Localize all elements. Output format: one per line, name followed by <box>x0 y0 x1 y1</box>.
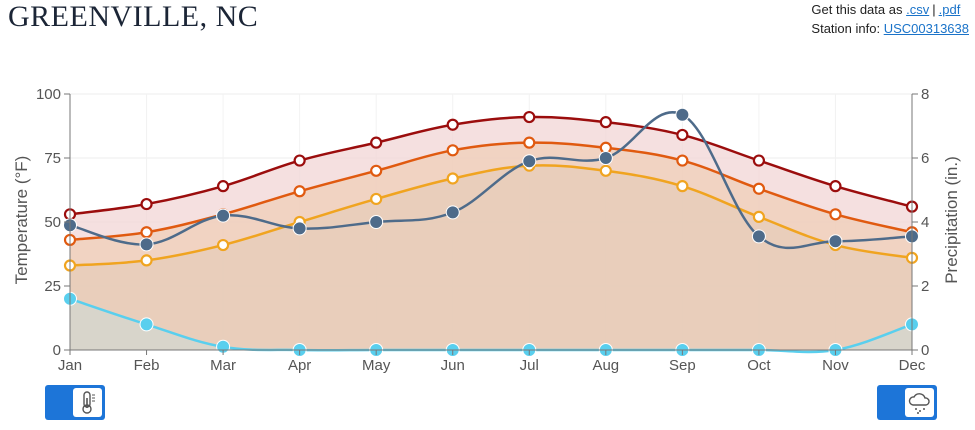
max-temperature-point-oct <box>752 154 766 167</box>
precipitation-point-mar <box>216 208 231 223</box>
download-prefix: Get this data as <box>811 2 903 17</box>
right-tick-label: 2 <box>921 278 929 295</box>
station-id-link[interactable]: USC00313638 <box>883 21 969 36</box>
x-tick-label: Dec <box>899 357 926 374</box>
x-tick-label: Jun <box>441 357 465 374</box>
right-tick-label: 6 <box>921 150 929 167</box>
left-tick-label: 0 <box>53 342 61 359</box>
station-prefix: Station info: <box>811 21 881 36</box>
link-separator: | <box>932 2 936 17</box>
x-tick-label: Aug <box>592 357 619 374</box>
min-temperature-point-may <box>370 192 383 206</box>
mean-temperature-point-may <box>370 164 383 177</box>
mean-temperature-point-jun <box>446 144 459 157</box>
min-temperature-area <box>70 165 912 350</box>
max-temperature-point-sep <box>676 128 689 142</box>
chart-axes: 0 25 50 75 100 0 2 4 6 8 Jan Feb Mar Apr May Jun Jul Aug S… <box>12 86 961 374</box>
x-tick-label: Jul <box>520 357 539 374</box>
cloud-precipitation-icon <box>908 393 930 414</box>
max-temperature-point-jun <box>446 118 459 131</box>
temperature-toggle-knob <box>73 388 102 417</box>
precipitation-toggle-knob <box>905 388 934 417</box>
max-temperature-point-aug <box>599 116 612 129</box>
x-tick-label: Oct <box>747 357 771 374</box>
x-tick-label: Sep <box>669 357 696 374</box>
mean-temperature-point-feb <box>140 226 153 239</box>
precipitation-point-oct <box>751 229 766 244</box>
max-temperature-point-mar <box>216 180 230 193</box>
min-temperature-point-aug <box>599 164 612 177</box>
min-temperature-point-oct <box>752 210 766 223</box>
chart-fills <box>70 116 912 353</box>
page-title: GREENVILLE, NC <box>8 0 259 33</box>
precipitation-point-jul <box>522 154 537 169</box>
x-tick-label: Mar <box>210 357 236 374</box>
station-row: Station info: USC00313638 <box>811 19 969 38</box>
precipitation-point-may <box>369 215 384 229</box>
mean-temperature-point-oct <box>752 182 766 195</box>
precipitation-point-jun <box>445 205 460 220</box>
x-tick-label: Nov <box>822 357 849 374</box>
precipitation-point-aug <box>598 151 613 165</box>
right-tick-label: 8 <box>921 86 929 103</box>
precipitation-point-sep <box>675 107 690 122</box>
mean-temperature-point-jul <box>523 136 536 149</box>
thermometer-icon <box>82 391 95 414</box>
x-tick-label: Jan <box>58 357 82 374</box>
mean-temperature-point-apr <box>293 185 306 198</box>
pdf-link[interactable]: .pdf <box>938 2 961 17</box>
precipitation-point-nov <box>828 234 843 249</box>
left-axis-title: Temperature (°F) <box>12 156 31 285</box>
csv-link[interactable]: .csv <box>906 2 930 17</box>
max-temperature-point-jul <box>523 110 536 124</box>
mean-temperature-point-sep <box>676 154 689 167</box>
left-tick-label: 25 <box>44 278 61 295</box>
right-tick-label: 0 <box>921 342 929 359</box>
left-tick-label: 75 <box>44 150 61 167</box>
climate-chart: 0 25 50 75 100 0 2 4 6 8 Jan Feb Mar Apr May Jun Jul Aug S… <box>12 86 961 374</box>
max-temperature-point-may <box>370 136 383 149</box>
left-tick-label: 100 <box>36 86 61 103</box>
right-tick-label: 4 <box>921 214 929 231</box>
snowfall-area <box>70 298 912 353</box>
x-tick-label: May <box>362 357 391 374</box>
max-temperature-point-apr <box>293 154 306 167</box>
max-temperature-point-nov <box>829 180 842 193</box>
temperature-toggle[interactable] <box>45 385 105 420</box>
min-temperature-point-jun <box>446 172 459 185</box>
x-tick-label: Feb <box>134 357 160 374</box>
right-axis-title: Precipitation (in.) <box>942 156 961 284</box>
precipitation-toggle[interactable] <box>877 385 937 420</box>
download-row: Get this data as .csv | .pdf <box>811 0 969 19</box>
data-links: Get this data as .csv | .pdf Station info:… <box>811 0 969 38</box>
mean-temperature-point-nov <box>829 208 842 221</box>
max-temperature-point-feb <box>140 197 153 211</box>
min-temperature-point-mar <box>216 238 230 252</box>
min-temperature-point-feb <box>140 254 153 267</box>
snowfall-point-feb <box>139 317 154 332</box>
max-temperature-line <box>69 115 913 216</box>
min-temperature-point-sep <box>676 180 689 193</box>
precipitation-point-apr <box>292 221 307 236</box>
x-tick-label: Apr <box>288 357 311 374</box>
precipitation-point-feb <box>139 237 154 252</box>
left-tick-label: 50 <box>44 214 61 231</box>
